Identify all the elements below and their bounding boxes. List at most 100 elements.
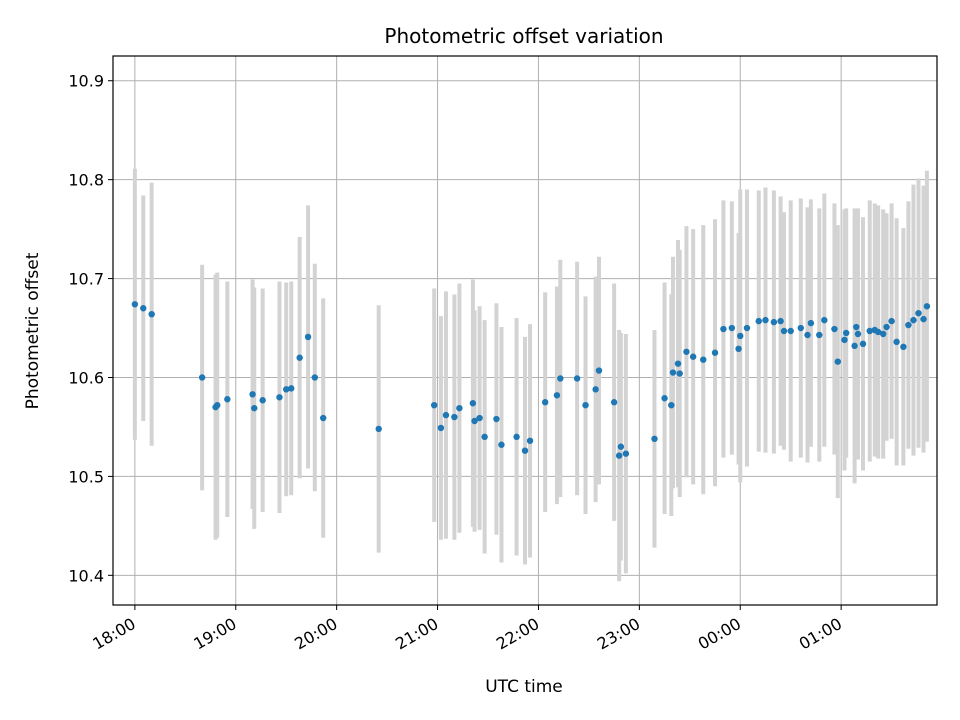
data-point (893, 338, 900, 346)
data-point (430, 401, 438, 409)
data-point (851, 342, 858, 350)
y-axis-ticks: 10.4 10.5 10.6 10.7 10.8 10.9 (68, 72, 113, 585)
data-point (610, 399, 618, 406)
data-point (288, 385, 295, 392)
data-point (669, 369, 677, 376)
data-point (711, 349, 719, 356)
data-point (816, 331, 823, 339)
data-point (259, 397, 266, 404)
y-tick-label: 10.6 (68, 368, 104, 387)
data-point (770, 318, 778, 326)
data-point (595, 367, 603, 374)
data-point (728, 324, 736, 332)
data-point (762, 316, 769, 324)
data-point (866, 327, 873, 335)
data-point (622, 450, 630, 457)
data-point (651, 435, 658, 443)
data-point (296, 354, 303, 361)
data-point (469, 400, 477, 407)
data-point (910, 316, 917, 324)
data-point (668, 401, 675, 409)
point-layer (131, 301, 931, 459)
data-point (481, 433, 488, 441)
data-point (854, 330, 862, 338)
y-tick-label: 10.9 (68, 72, 104, 91)
data-point (780, 327, 788, 335)
data-point (900, 343, 907, 351)
data-point (821, 316, 828, 324)
y-tick-label: 10.5 (68, 467, 104, 486)
y-tick-label: 10.7 (68, 270, 104, 289)
data-point (311, 374, 318, 381)
data-point (320, 414, 327, 422)
data-point (888, 317, 895, 325)
data-point (737, 332, 744, 340)
data-point (214, 401, 221, 409)
data-point (582, 401, 589, 409)
data-point (841, 336, 848, 344)
data-point (853, 323, 860, 331)
data-point (283, 386, 290, 393)
data-point (831, 325, 838, 333)
data-point (251, 404, 258, 412)
data-point (456, 404, 463, 412)
data-point (683, 348, 690, 355)
data-point (676, 370, 683, 377)
data-point (804, 331, 811, 339)
data-point (521, 447, 529, 454)
data-point (807, 319, 815, 327)
data-point (224, 396, 231, 403)
data-point (905, 321, 912, 329)
data-point (304, 333, 312, 341)
data-point (375, 425, 382, 433)
data-point (689, 353, 697, 360)
chart-title: Photometric offset variation (384, 24, 663, 48)
data-point (617, 443, 625, 450)
data-point (674, 360, 682, 367)
data-point (140, 305, 147, 312)
data-point (735, 345, 742, 352)
data-point (493, 415, 500, 423)
data-point (513, 433, 520, 441)
data-point (451, 413, 458, 421)
plot-frame (112, 55, 938, 606)
data-point (276, 394, 283, 401)
y-axis-label: Photometric offset (23, 252, 43, 409)
data-point (777, 317, 784, 325)
data-point (797, 324, 804, 332)
data-point (573, 375, 581, 382)
data-point (249, 391, 256, 398)
y-tick-label: 10.8 (68, 171, 104, 190)
data-point (787, 327, 794, 335)
data-point (879, 330, 887, 338)
data-point (476, 414, 483, 422)
data-point (720, 325, 727, 333)
data-point (553, 392, 561, 399)
data-point (743, 324, 751, 332)
data-point (471, 417, 478, 425)
data-point (874, 328, 882, 336)
data-point (437, 424, 445, 432)
data-point (883, 323, 890, 331)
y-tick-label: 10.4 (68, 566, 104, 585)
data-point (498, 441, 505, 448)
data-point (700, 356, 707, 363)
data-point (923, 303, 931, 310)
data-point (834, 358, 841, 365)
data-point (526, 437, 534, 444)
data-point (541, 399, 549, 406)
data-point (148, 310, 155, 318)
data-point (859, 340, 867, 348)
data-point (131, 301, 139, 308)
data-point (557, 375, 564, 382)
data-point (198, 374, 206, 381)
data-point (842, 329, 850, 337)
data-point (920, 315, 927, 323)
data-point (615, 452, 623, 459)
data-point (661, 395, 668, 402)
data-point (915, 309, 922, 317)
data-point (442, 411, 450, 419)
data-point (592, 386, 599, 393)
